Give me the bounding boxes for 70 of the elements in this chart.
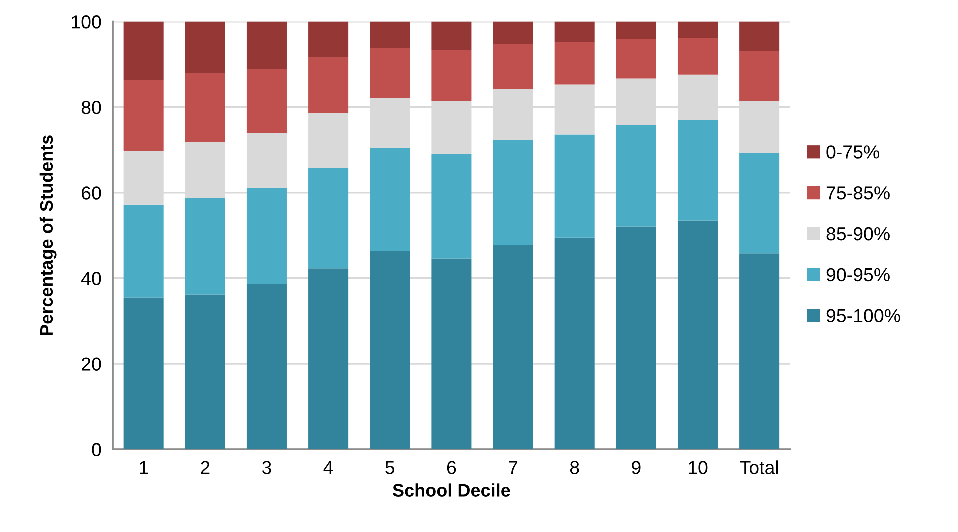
- bar: [308, 268, 349, 450]
- bar: [493, 140, 534, 246]
- bar: [493, 246, 534, 450]
- bar: [308, 22, 349, 58]
- bar: [185, 294, 226, 450]
- bar: [185, 73, 226, 142]
- x-tick-label: Total: [740, 460, 778, 474]
- bar: [678, 38, 718, 75]
- bar: [616, 22, 656, 40]
- y-tick-label: 0: [92, 443, 102, 457]
- bar: [616, 39, 656, 79]
- bar: [740, 254, 780, 450]
- x-tick-label: 4: [324, 461, 334, 474]
- bar: [432, 258, 472, 450]
- bar: [370, 148, 410, 252]
- bar: [308, 57, 349, 114]
- bar: [740, 51, 780, 102]
- x-tick-label: 2: [201, 461, 210, 474]
- y-tick-label: 60: [82, 186, 102, 200]
- bar: [616, 226, 656, 450]
- bar: [308, 113, 349, 168]
- bar: [246, 69, 287, 134]
- bar: [493, 22, 534, 44]
- x-tick-label: 9: [632, 461, 641, 474]
- bar: [432, 154, 472, 259]
- bar: [370, 48, 410, 98]
- x-tick-label: 8: [570, 461, 580, 474]
- bar: [432, 22, 472, 50]
- y-tick-label: 100: [72, 16, 102, 29]
- bar: [124, 298, 164, 450]
- bar: [370, 22, 410, 48]
- legend-label: 95-100%: [826, 309, 900, 323]
- bar: [185, 198, 226, 295]
- legend-label: 85-90%: [826, 227, 890, 241]
- bar: [185, 22, 226, 74]
- bar: [616, 125, 656, 227]
- bar: [678, 120, 718, 221]
- bar: [493, 44, 534, 90]
- legend-label: 90-95%: [826, 268, 890, 282]
- bar: [554, 42, 595, 85]
- bar: [740, 22, 780, 52]
- bar: [370, 252, 410, 450]
- x-tick-label: 5: [386, 461, 395, 474]
- bar: [246, 188, 287, 284]
- x-tick-label: 7: [509, 461, 518, 474]
- bar: [432, 50, 472, 101]
- bar: [308, 168, 349, 269]
- bar: [678, 220, 718, 450]
- x-axis-title: School Decile: [393, 484, 510, 497]
- bar: [246, 22, 287, 70]
- x-tick-label: 1: [140, 461, 148, 474]
- bar: [124, 204, 164, 298]
- bar: [554, 134, 595, 238]
- y-axis-title: Percentage of Students: [40, 136, 57, 336]
- bar: [740, 153, 780, 254]
- x-tick-label: 10: [688, 461, 708, 474]
- bar: [554, 22, 595, 42]
- bar: [124, 22, 164, 80]
- y-tick-label: 20: [82, 358, 102, 371]
- x-tick-label: 6: [447, 461, 456, 474]
- y-tick-label: 40: [82, 272, 102, 286]
- bar: [124, 80, 164, 152]
- legend-label: 0-75%: [826, 146, 880, 159]
- x-tick-label: 3: [262, 461, 272, 474]
- y-tick-label: 80: [82, 101, 102, 114]
- bar: [678, 22, 718, 38]
- bar: [554, 238, 595, 450]
- legend-label: 75-85%: [826, 186, 890, 200]
- bar: [246, 133, 287, 188]
- bar: [246, 284, 287, 450]
